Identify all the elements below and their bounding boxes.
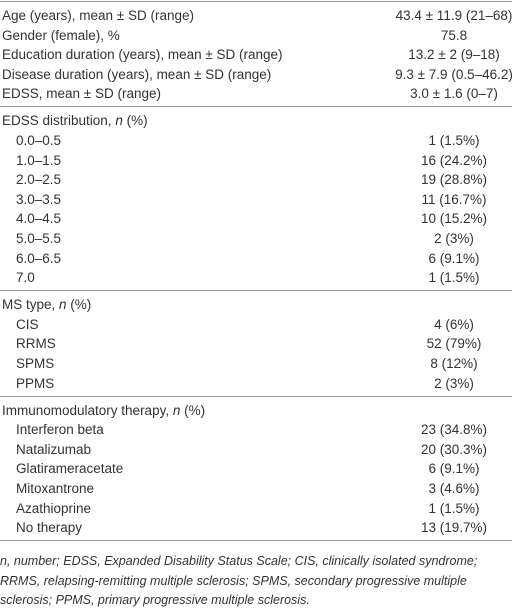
row-label: 5.0–5.5 [16, 231, 62, 246]
row-value: 1 (1.5%) [428, 133, 480, 148]
heading-italic: n [172, 402, 181, 418]
row-value: 23 (34.8%) [420, 422, 488, 438]
row-value: 52 (79%) [426, 336, 482, 352]
row-value: 1 (1.5%) [428, 270, 480, 286]
row-label: Education duration (years), mean ± SD (r… [2, 47, 283, 63]
heading-rest: (%) [66, 297, 92, 313]
heading-italic: n [115, 113, 123, 129]
row-value: 6 (9.1%) [428, 250, 480, 266]
table-rule [0, 290, 512, 292]
row-value: 4 (6%) [434, 316, 474, 332]
row-label: Azathioprine [16, 500, 92, 516]
row-label: RRMS [16, 336, 56, 352]
table-rule [0, 106, 512, 108]
row-value: 11 (16.7%) [421, 191, 487, 207]
row-value: 3 (4.6%) [428, 481, 480, 496]
row-value: 13 (19.7%) [420, 520, 488, 536]
row-value: 10 (15.2%) [420, 211, 488, 227]
row-label: SPMS [16, 356, 55, 371]
section-heading: MS type, n (%) [2, 296, 91, 314]
row-value: 2 (3%) [434, 375, 474, 391]
row-value: 20 (30.3%) [420, 441, 488, 457]
row-value: 2 (3%) [434, 231, 474, 246]
row-label: 2.0–2.5 [16, 172, 62, 188]
row-label: Gender (female), % [2, 27, 120, 43]
footnote: n, number; EDSS, Expanded Disability Sta… [0, 554, 478, 608]
row-value: 16 (24.2%) [420, 152, 488, 168]
table-rule [0, 1, 512, 2]
row-label: Interferon beta [16, 422, 104, 438]
row-label: EDSS, mean ± SD (range) [2, 86, 161, 102]
heading-text: Immunomodulatory therapy, [2, 402, 173, 418]
heading-text: MS type, [2, 297, 60, 313]
row-label: No therapy [16, 520, 83, 536]
heading-rest: (%) [122, 113, 148, 129]
row-value: 1 (1.5%) [428, 500, 480, 516]
heading-text: EDSS distribution, [2, 113, 116, 129]
heading-rest: (%) [180, 402, 206, 418]
row-label: Age (years), mean ± SD (range) [2, 8, 194, 23]
row-value: 75.8 [440, 27, 468, 43]
row-value: 43.4 ± 11.9 (21–68) [395, 8, 512, 23]
table-rule [0, 540, 512, 542]
row-label: Mitoxantrone [16, 481, 95, 496]
row-label: 3.0–3.5 [16, 191, 62, 207]
section-heading: Immunomodulatory therapy, n (%) [2, 402, 205, 420]
heading-italic: n [59, 297, 67, 313]
row-label: Glatirameracetate [16, 461, 124, 477]
row-label: Natalizumab [16, 441, 92, 457]
row-label: 1.0–1.5 [16, 152, 62, 168]
row-value: 13.2 ± 2 (9–18) [408, 47, 500, 63]
row-value: 19 (28.8%) [420, 172, 488, 188]
table-rule [0, 395, 512, 397]
row-label: 4.0–4.5 [16, 211, 62, 227]
row-label: 7.0 [16, 270, 35, 286]
row-label: Disease duration (years), mean ± SD (ran… [2, 66, 272, 82]
row-value: 9.3 ± 7.9 (0.5–46.2) [395, 66, 512, 82]
section-heading: EDSS distribution, n (%) [2, 112, 148, 130]
row-value: 6 (9.1%) [428, 461, 480, 477]
row-label: CIS [16, 316, 39, 332]
row-value: 8 (12%) [430, 356, 478, 371]
row-label: 6.0–6.5 [16, 250, 62, 266]
row-label: PPMS [16, 375, 55, 391]
row-value: 3.0 ± 1.6 (0–7) [410, 86, 498, 102]
row-label: 0.0–0.5 [16, 133, 62, 148]
